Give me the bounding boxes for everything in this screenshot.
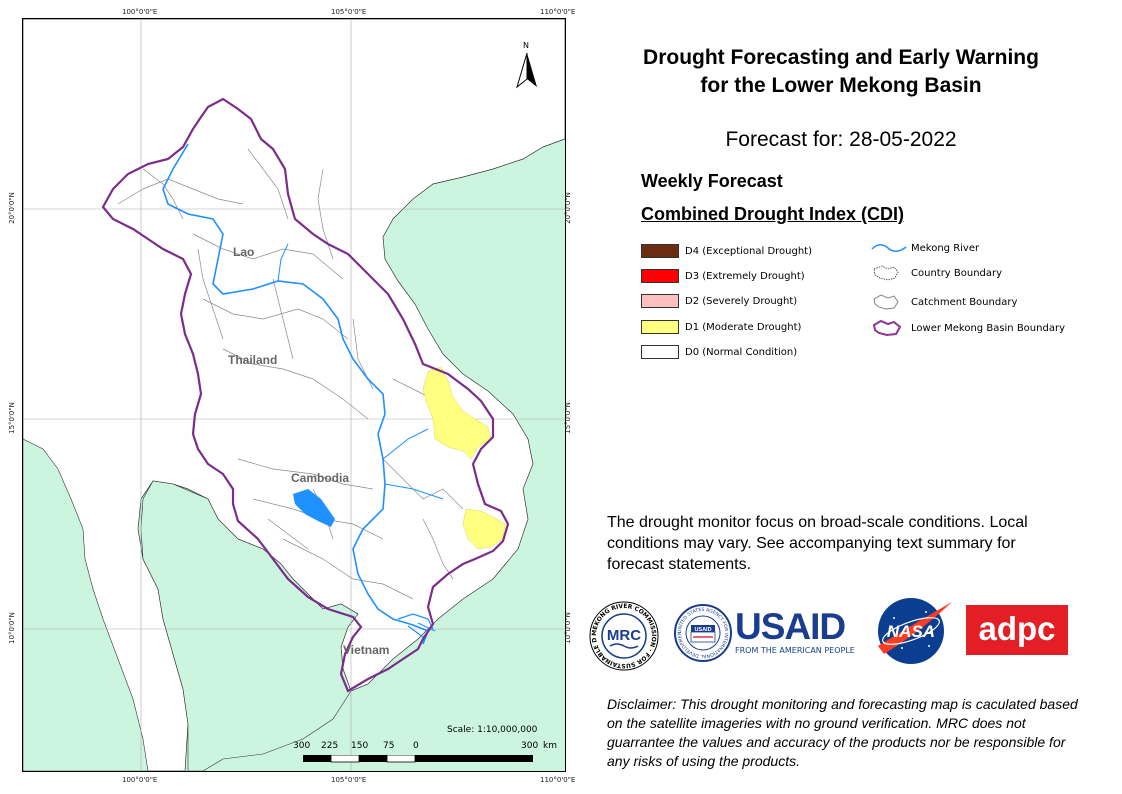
forecast-date: Forecast for: 28-05-2022 [725,128,957,151]
lower-mekong-basin-boundary [101,97,510,693]
basin-map[interactable] [23,19,565,771]
legend-item-d1: D1 (Moderate Drought) [641,318,801,336]
basin-boundary-icon [872,319,902,337]
legend-label-country-boundary: Country Boundary [911,267,1003,279]
north-label: N [523,41,529,50]
legend-label-catchment-boundary: Catchment Boundary [911,296,1018,308]
scale-tick-0: 300 [293,741,311,751]
legend-swatch-d0 [641,345,679,359]
grid-label-right-10: 10°0'0"N [563,612,572,644]
scale-tick-5: 300 [521,741,539,751]
country-label-thailand: Thailand [228,353,278,367]
catchment-boundary-icon [873,294,899,310]
legend-item-country-boundary: Country Boundary [870,264,1002,282]
nasa-logo: NASA [874,596,954,666]
adpc-logo: adpc [966,605,1068,655]
usaid-seal: UNITED STATES AGENCY FOR INTERNATIONAL D… [672,600,732,662]
mrc-logo-text: MRC [607,627,641,644]
gulf-of-thailand [140,480,359,771]
grid-label-bottom-105: 105°0'0"E [331,776,367,784]
grid-label-top-100: 100°0'0"E [122,8,158,16]
usaid-wordmark: USAID FROM THE AMERICAN PEOPLE [735,608,865,658]
usaid-seal-text: USAID [694,627,711,633]
legend-swatch-d4 [641,244,679,258]
d1-area-north [422,366,492,460]
legend-item-d4: D4 (Exceptional Drought) [641,242,812,260]
grid-label-right-20: 20°0'0"N [563,192,572,224]
country-boundary-icon [873,265,899,281]
grid-label-bottom-100: 100°0'0"E [122,776,158,784]
d1-area-south [462,508,506,550]
scale-bar [303,755,533,763]
map-panel[interactable]: N Lao Thailand Cambodia Vietnam Scale: 1… [22,18,566,772]
country-label-cambodia: Cambodia [291,471,350,485]
north-arrow-icon [516,53,537,89]
grid-label-right-15: 15°0'0"N [563,402,572,434]
mekong-tributary-3 [384,483,444,500]
scale-text: Scale: 1:10,000,000 [447,725,538,735]
river-line-icon [871,244,907,252]
andaman-sea [23,438,149,771]
legend-item-d3: D3 (Extremely Drought) [641,267,805,285]
north-arrow: N [515,41,539,89]
legend-swatch-d1 [641,320,679,334]
mekong-river [162,143,430,645]
legend-item-river: Mekong River [870,239,979,257]
scale-tick-2: 150 [351,741,369,751]
legend-label-d3: D3 (Extremely Drought) [685,270,805,282]
grid-label-top-105: 105°0'0"E [331,8,367,16]
land-mass [23,19,565,771]
legend-label-d2: D2 (Severely Drought) [685,295,798,307]
disclaimer-text: Disclaimer: This drought monitoring and … [607,696,1078,769]
usaid-seal-icon: UNITED STATES AGENCY FOR INTERNATIONAL D… [672,600,732,662]
usaid-sub-text: FROM THE AMERICAN PEOPLE [735,646,855,655]
country-label-lao: Lao [233,245,255,259]
legend-item-d2: D2 (Severely Drought) [641,292,797,310]
note-text: The drought monitor focus on broad-scale… [607,514,1028,573]
legend-label-river: Mekong River [911,242,980,254]
legend-swatch-d2 [641,294,679,308]
legend-item-catchment-boundary: Catchment Boundary [870,293,1017,311]
index-name: Combined Drought Index (CDI) [641,204,904,224]
grid-label-left-20: 20°0'0"N [7,192,16,224]
scale-tick-3: 75 [383,741,395,751]
tonle-sap-lake [293,489,335,527]
country-label-vietnam: Vietnam [343,643,390,657]
nasa-logo-text: NASA [887,622,935,641]
scale-tick-4: 0 [413,741,419,751]
adpc-logo-text: adpc [978,610,1056,647]
grid-label-left-10: 10°0'0"N [7,612,16,644]
legend-label-basin-boundary: Lower Mekong Basin Boundary [911,322,1065,334]
legend-label-d0: D0 (Normal Condition) [685,346,798,358]
grid-label-left-15: 15°0'0"N [7,402,16,434]
scale-tick-labels: 300 225 150 75 0 300 km [23,741,565,753]
grid-label-bottom-110: 110°0'0"E [540,776,576,784]
nasa-logo-icon: NASA [878,598,952,664]
mekong-tributary-1 [277,243,289,282]
mekong-delta [397,613,436,638]
legend-label-d1: D1 (Moderate Drought) [685,321,802,333]
title-line-1: Drought Forecasting and Early Warning [643,46,1039,69]
title-line-2: for the Lower Mekong Basin [700,74,982,97]
weekly-forecast-label: Weekly Forecast [641,171,783,191]
legend-swatch-d3 [641,269,679,283]
mrc-logo: MEKONG RIVER COMMISSION · FOR SUSTAINABL… [585,595,660,672]
legend-item-basin-boundary: Lower Mekong Basin Boundary [870,319,1065,337]
page-title: Drought Forecasting and Early Warning fo… [600,44,1082,100]
graticule [23,19,565,771]
mekong-tributary-2 [382,428,429,460]
legend-item-d0: D0 (Normal Condition) [641,343,797,361]
usaid-main-text: USAID [735,606,846,647]
grid-label-top-110: 110°0'0"E [540,8,576,16]
mrc-logo-icon: MEKONG RIVER COMMISSION · FOR SUSTAINABL… [585,595,659,671]
scale-tick-1: 225 [321,741,339,751]
legend-label-d4: D4 (Exceptional Drought) [685,245,812,257]
scale-unit: km [543,741,557,751]
